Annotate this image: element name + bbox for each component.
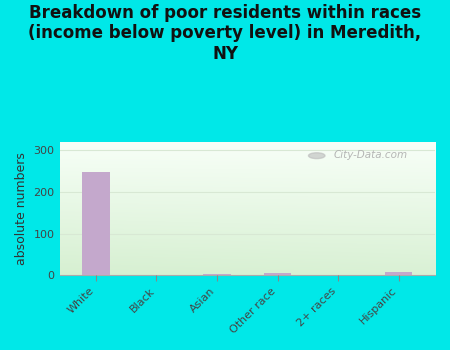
Bar bbox=[203, 274, 230, 275]
Text: Breakdown of poor residents within races
(income below poverty level) in Meredit: Breakdown of poor residents within races… bbox=[28, 4, 422, 63]
Circle shape bbox=[308, 153, 325, 159]
Y-axis label: absolute numbers: absolute numbers bbox=[15, 152, 28, 265]
Text: City-Data.com: City-Data.com bbox=[333, 150, 408, 160]
Bar bbox=[82, 173, 109, 275]
Bar bbox=[264, 273, 291, 275]
Bar bbox=[385, 272, 412, 275]
